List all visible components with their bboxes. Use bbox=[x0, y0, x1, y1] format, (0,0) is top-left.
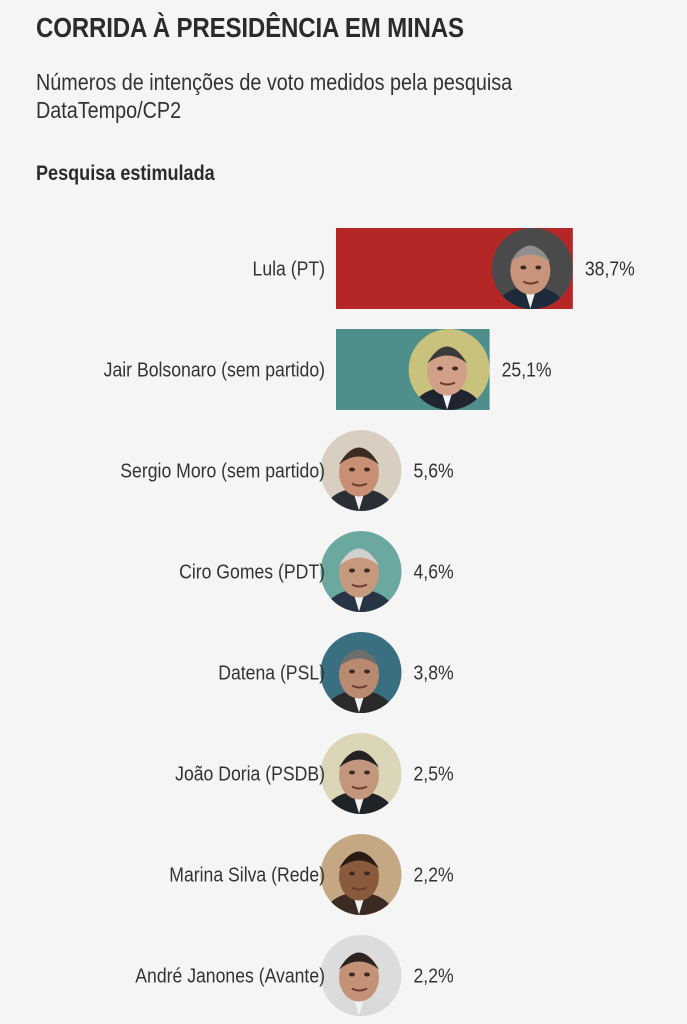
value-label: 3,8% bbox=[413, 662, 453, 685]
value-label: 5,6% bbox=[413, 460, 453, 483]
datena-photo-icon bbox=[320, 632, 402, 713]
category-label: Ciro Gomes (PDT) bbox=[179, 561, 325, 584]
category-label: André Janones (Avante) bbox=[135, 965, 325, 988]
value-label: 38,7% bbox=[585, 258, 635, 281]
category-label: Sergio Moro (sem partido) bbox=[120, 460, 325, 483]
bolsonaro-photo-icon bbox=[408, 329, 490, 410]
category-label: Marina Silva (Rede) bbox=[169, 864, 325, 887]
lula-photo-icon bbox=[491, 228, 573, 309]
value-label: 25,1% bbox=[502, 359, 552, 382]
value-label: 2,2% bbox=[413, 965, 453, 988]
marina-photo-icon bbox=[320, 834, 402, 915]
moro-photo-icon bbox=[320, 430, 402, 511]
chart-title: CORRIDA À PRESIDÊNCIA EM MINAS bbox=[36, 12, 464, 43]
value-label: 2,2% bbox=[413, 864, 453, 887]
section-label: Pesquisa estimulada bbox=[36, 162, 215, 185]
category-label: João Doria (PSDB) bbox=[175, 763, 325, 786]
category-label: Jair Bolsonaro (sem partido) bbox=[104, 359, 325, 382]
category-label: Lula (PT) bbox=[253, 258, 325, 281]
janones-photo-icon bbox=[320, 935, 402, 1016]
ciro-photo-icon bbox=[320, 531, 402, 612]
doria-photo-icon bbox=[320, 733, 402, 814]
value-label: 4,6% bbox=[413, 561, 453, 584]
chart-subtitle: Números de intenções de voto medidos pel… bbox=[36, 69, 513, 123]
category-label: Datena (PSL) bbox=[218, 662, 325, 685]
value-label: 2,5% bbox=[413, 763, 453, 786]
